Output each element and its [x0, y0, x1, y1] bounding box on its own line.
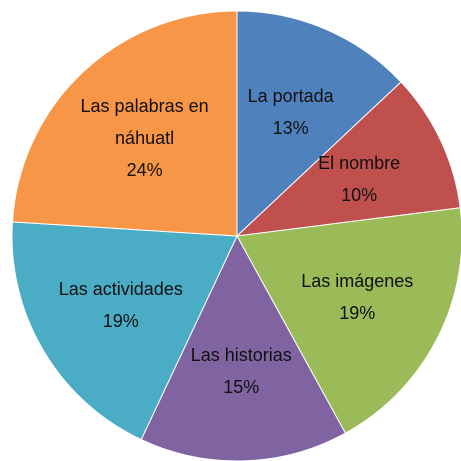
- slice-label: El nombre 10%: [279, 147, 439, 211]
- category-label: Las imágenes: [301, 271, 414, 292]
- pie-slice: [235, 81, 461, 237]
- slice-label: Las palabras en náhuatl 24%: [70, 90, 220, 186]
- pie-slice: [236, 207, 461, 434]
- value-label: 15%: [223, 376, 260, 397]
- pie-slice: [236, 10, 402, 238]
- pie-slice: [11, 221, 238, 441]
- category-label: Las palabras en náhuatl: [80, 95, 209, 148]
- slice-label: La portada 13%: [211, 80, 371, 144]
- value-label: 13%: [272, 118, 309, 139]
- slice-label: Las imágenes 19%: [277, 265, 437, 329]
- slice-label: Las historias 15%: [161, 339, 321, 403]
- category-label: La portada: [247, 86, 334, 107]
- pie-slice: [11, 10, 238, 237]
- value-label: 19%: [102, 310, 139, 331]
- category-label: Las actividades: [58, 278, 183, 299]
- value-label: 10%: [341, 184, 378, 205]
- category-label: El nombre: [318, 152, 401, 173]
- slice-label: Las actividades 19%: [41, 273, 201, 337]
- value-label: 19%: [339, 303, 376, 324]
- category-label: Las historias: [190, 344, 292, 365]
- value-label: 24%: [126, 159, 163, 180]
